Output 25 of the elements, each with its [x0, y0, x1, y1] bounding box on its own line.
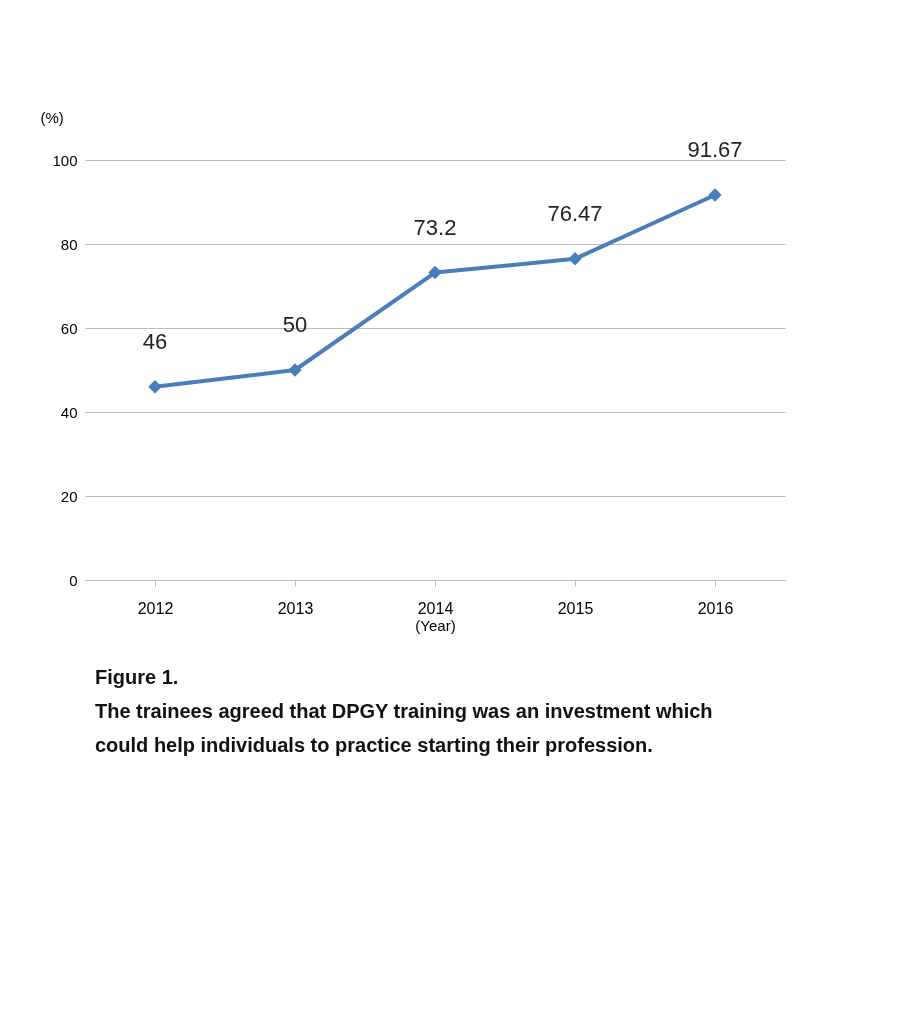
data-label: 91.67: [687, 136, 743, 162]
text: The trainees agreed that DPGY training was an investment which could help individuals to practice starting their profession.: [95, 700, 713, 756]
data-label: 50: [282, 312, 308, 337]
x-tick-label: 2012: [137, 599, 174, 617]
data-label: 76.47: [547, 200, 603, 226]
x-tick-label: 2016: [697, 599, 734, 617]
y-tick-label: 60: [60, 319, 78, 337]
point: [148, 380, 162, 394]
x-tick-label: 2013: [277, 599, 314, 617]
x-tick-label: 2015: [557, 599, 594, 617]
x-axis-title: (Year): [415, 616, 456, 634]
data-label: 73.2: [413, 214, 457, 240]
y-tick-label: 20: [60, 487, 78, 505]
y-tick-label: 100: [52, 151, 78, 169]
data-label: 46: [142, 328, 168, 354]
y-tick-label: 80: [60, 235, 78, 253]
x-tick-label: 2014: [417, 599, 454, 617]
y-tick-label: 0: [69, 571, 78, 589]
y-tick-label: 40: [60, 403, 78, 421]
caption: Figure 1.: [95, 666, 179, 688]
point: [428, 265, 442, 280]
y-axis-title: (%): [40, 108, 64, 126]
point: [708, 188, 722, 202]
point: [288, 363, 302, 377]
point: [568, 252, 582, 266]
